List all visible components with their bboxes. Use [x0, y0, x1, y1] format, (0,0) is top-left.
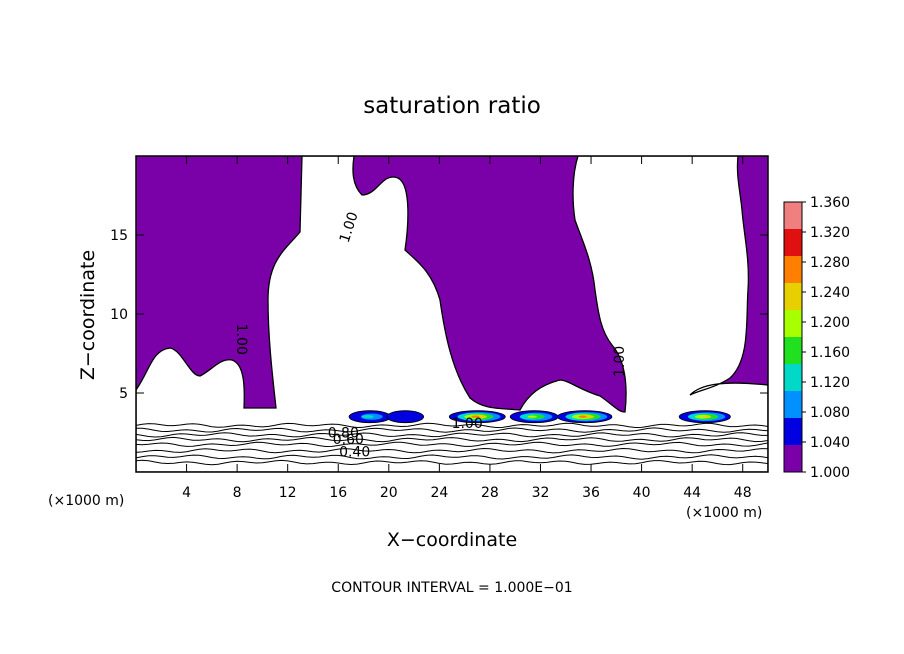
- colorbar-frame: [783, 201, 803, 473]
- colorbar-label: 1.000: [810, 465, 850, 481]
- colorbar-label: 1.200: [810, 315, 850, 331]
- patch-level: [471, 415, 480, 418]
- chart-title: saturation ratio: [363, 93, 541, 119]
- patch-level: [527, 415, 537, 418]
- x-tick-label: 16: [329, 485, 347, 501]
- patch-level: [702, 415, 712, 418]
- x-tick-label: 48: [734, 485, 752, 501]
- x-axis-ticks: 4 8 12 16 20 24 28 32 36 40 44 48: [182, 156, 752, 501]
- x-tick-label: 44: [683, 485, 701, 501]
- contour-interval-footer: CONTOUR INTERVAL = 1.000E−01: [331, 580, 572, 596]
- colorbar-segment: [784, 256, 802, 284]
- contour-line: [136, 441, 768, 448]
- x-tick-label: 28: [481, 485, 499, 501]
- contour-line: [136, 436, 768, 443]
- patch-level: [361, 414, 374, 419]
- colorbar-segment: [784, 364, 802, 392]
- colorbar-segment: [784, 418, 802, 446]
- contour-label: 1.00: [612, 346, 628, 377]
- contour-line: [136, 422, 768, 429]
- colorbar-label: 1.280: [810, 255, 850, 271]
- x-axis-label: X−coordinate: [387, 529, 517, 551]
- colorbar-segment: [784, 283, 802, 311]
- x-tick-label: 12: [279, 485, 297, 501]
- contour-line: [136, 432, 768, 438]
- contour-line: [136, 459, 768, 466]
- y-tick-label: 15: [110, 228, 128, 244]
- colorbar-segment: [784, 310, 802, 338]
- contour-label: 0.60: [333, 432, 364, 448]
- colorbar-label: 1.320: [810, 225, 850, 241]
- x-tick-label: 40: [633, 485, 651, 501]
- x-unit-left: (×1000 m): [48, 493, 124, 509]
- contour-label: 1.00: [452, 416, 483, 432]
- x-tick-label: 4: [182, 485, 191, 501]
- contour-label: 0.40: [339, 444, 370, 460]
- patch-level: [578, 415, 587, 418]
- y-axis-ticks: 5 10 15: [110, 228, 768, 402]
- subsaturated-region: [136, 156, 768, 472]
- patch-level: [393, 413, 414, 420]
- x-unit-right: (×1000 m): [686, 505, 762, 521]
- x-tick-label: 20: [380, 485, 398, 501]
- colorbar-segment: [784, 391, 802, 419]
- x-tick-label: 8: [233, 485, 242, 501]
- contour-line: [136, 447, 768, 454]
- colorbar-label: 1.080: [810, 405, 850, 421]
- colorbar-label: 1.160: [810, 345, 850, 361]
- colorbar: 1.360 1.320 1.280 1.240 1.200 1.160 1.120 1.080…: [783, 195, 850, 481]
- x-tick-label: 36: [582, 485, 600, 501]
- colorbar-segment: [784, 337, 802, 365]
- y-tick-label: 5: [119, 386, 128, 402]
- contour-label: 1.00: [233, 324, 249, 355]
- colorbar-segment: [784, 445, 802, 473]
- colorbar-label: 1.240: [810, 285, 850, 301]
- colorbar-label: 1.360: [810, 195, 850, 211]
- y-axis-label: Z−coordinate: [77, 250, 99, 380]
- colorbar-segment: [784, 229, 802, 257]
- contour-label: 0.80: [328, 426, 359, 442]
- contour-line: [136, 454, 768, 460]
- contour-lines: [136, 422, 768, 466]
- supersaturated-patches: [348, 410, 731, 424]
- y-tick-label: 10: [110, 307, 128, 323]
- x-tick-label: 32: [532, 485, 550, 501]
- colorbar-label: 1.040: [810, 435, 850, 451]
- plot-area: 1.001.001.001.000.800.600.40 4 8 12 16 20 24 2…: [110, 155, 769, 501]
- contour-line: [136, 427, 768, 433]
- colorbar-label: 1.120: [810, 375, 850, 391]
- colorbar-segment: [784, 202, 802, 230]
- x-tick-label: 24: [430, 485, 448, 501]
